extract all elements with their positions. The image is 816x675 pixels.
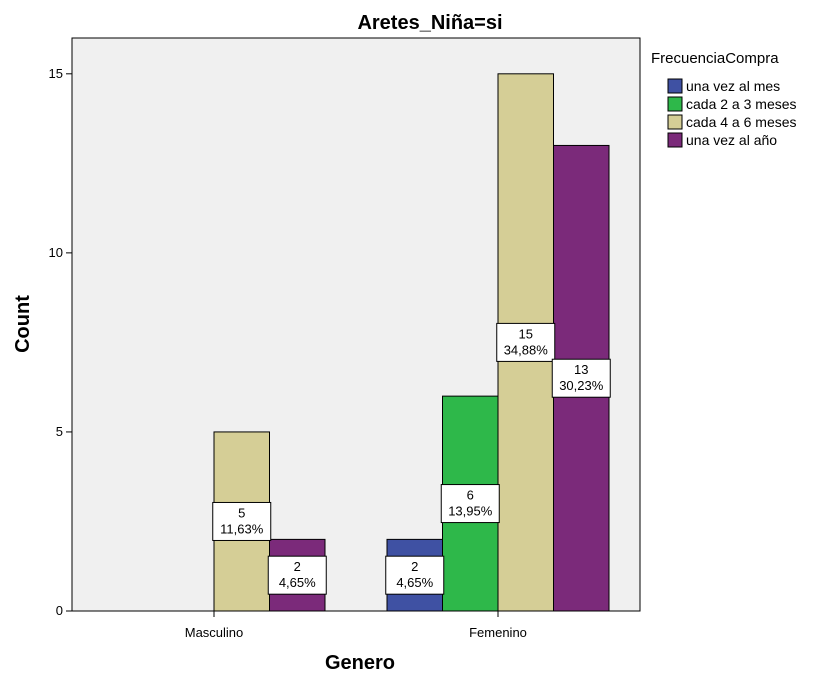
data-label-box (267, 555, 327, 595)
y-axis-ticks: 0 5 10 15 (49, 66, 72, 618)
data-label-percent: 30,23% (559, 378, 604, 393)
data-label-box (212, 501, 272, 541)
data-label-percent: 4,65% (396, 575, 433, 590)
data-labels: 511,63%24,65%24,65%613,95%1534,88%1330,2… (212, 322, 611, 595)
y-tick-label: 15 (49, 66, 63, 81)
legend-swatch (667, 132, 683, 148)
data-label-box (551, 358, 611, 398)
legend-label: cada 2 a 3 meses (686, 96, 797, 112)
legend-label: una vez al mes (686, 78, 780, 94)
legend-swatch (667, 78, 683, 94)
data-label-count: 6 (467, 488, 474, 503)
data-label-percent: 34,88% (504, 342, 549, 357)
data-label-count: 5 (238, 505, 245, 520)
x-axis-categories: Masculino Femenino (185, 611, 527, 640)
legend-swatch (667, 114, 683, 130)
data-label-box (385, 555, 445, 595)
data-label-count: 2 (411, 559, 418, 574)
legend-label: cada 4 a 6 meses (686, 114, 797, 130)
chart-title: Aretes_Niña=si (357, 12, 502, 34)
data-label-percent: 13,95% (448, 504, 493, 519)
y-tick-label: 5 (56, 424, 63, 439)
data-label-box (440, 484, 500, 524)
y-tick-label: 0 (56, 603, 63, 618)
data-label-box (496, 322, 556, 362)
legend: FrecuenciaCompra una vez al mes cada 2 a … (651, 50, 797, 148)
legend-label: una vez al año (686, 132, 777, 148)
data-label-percent: 11,63% (220, 521, 264, 536)
y-tick-label: 10 (49, 245, 63, 260)
x-axis-title: Genero (325, 652, 395, 674)
legend-title: FrecuenciaCompra (651, 50, 779, 67)
y-axis-title: Count (12, 295, 34, 353)
data-label-count: 13 (574, 362, 588, 377)
x-tick-label: Femenino (469, 625, 527, 640)
legend-swatch (667, 96, 683, 112)
data-label-count: 2 (294, 559, 301, 574)
x-tick-label: Masculino (185, 625, 244, 640)
data-label-count: 15 (519, 326, 533, 341)
data-label-percent: 4,65% (279, 575, 316, 590)
